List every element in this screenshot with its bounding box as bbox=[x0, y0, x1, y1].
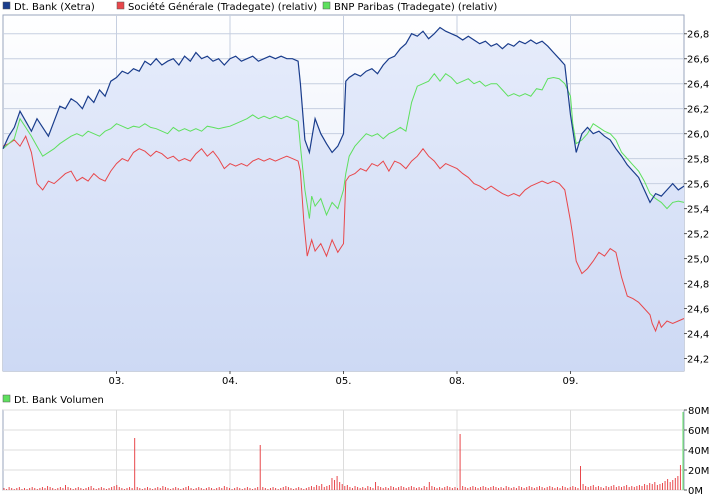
x-tick-label: 08. bbox=[449, 376, 465, 387]
volume-y-tick-label: 20M bbox=[688, 466, 709, 477]
legend-swatch bbox=[116, 1, 125, 10]
y-tick-label: 25,8 bbox=[687, 155, 709, 166]
x-tick-label: 03. bbox=[109, 376, 125, 387]
series-line-bnp-paribas bbox=[2, 72, 685, 219]
y-tick-label: 24,4 bbox=[687, 330, 709, 341]
volume-bars bbox=[3, 412, 684, 490]
dt-bank-area bbox=[3, 27, 684, 371]
legend-swatch bbox=[2, 1, 11, 10]
y-tick-label: 26,6 bbox=[687, 55, 709, 66]
legend-item: Société Générale (Tradegate) (relativ) bbox=[116, 1, 317, 13]
series-line-dt-bank bbox=[2, 26, 685, 204]
y-tick-label: 24,6 bbox=[687, 305, 709, 316]
x-tick-label: 04. bbox=[222, 376, 238, 387]
y-tick-label: 26,2 bbox=[687, 105, 709, 116]
volume-y-tick-label: 0M bbox=[688, 486, 703, 496]
series-line-societe-generale bbox=[2, 135, 685, 333]
main-y-axis: 24,2 24,4 24,6 24,8 25,0 25,2 25,4 25,6 25,8 26,0… bbox=[684, 30, 709, 366]
legend-label: Dt. Bank Volumen bbox=[14, 395, 104, 406]
volume-y-tick-label: 80M bbox=[688, 406, 709, 417]
volume-y-axis: 0M 20M 40M 60M 80M bbox=[684, 406, 709, 497]
y-tick-label: 24,2 bbox=[687, 355, 709, 366]
y-tick-label: 25,2 bbox=[687, 230, 709, 241]
y-tick-label: 26,8 bbox=[687, 30, 709, 41]
x-tick-label: 05. bbox=[336, 376, 352, 387]
y-tick-label: 26,0 bbox=[687, 130, 709, 141]
volume-y-tick-label: 60M bbox=[688, 426, 709, 437]
legend-swatch bbox=[322, 1, 331, 10]
y-tick-label: 24,8 bbox=[687, 280, 709, 291]
legend-swatch bbox=[2, 394, 11, 403]
y-tick-label: 25,0 bbox=[687, 255, 709, 266]
main-x-axis: 03. 04. 05. 08. 09. bbox=[109, 371, 579, 387]
legend-item: Dt. Bank (Xetra) bbox=[2, 1, 95, 13]
legend-label: Dt. Bank (Xetra) bbox=[14, 2, 95, 13]
y-tick-label: 26,4 bbox=[687, 80, 709, 91]
y-tick-label: 25,4 bbox=[687, 205, 709, 216]
y-tick-label: 25,6 bbox=[687, 180, 709, 191]
legend-main: Dt. Bank (Xetra) Société Générale (Tradeg… bbox=[2, 1, 497, 13]
legend-item: BNP Paribas (Tradegate) (relativ) bbox=[322, 1, 497, 13]
legend-label: BNP Paribas (Tradegate) (relativ) bbox=[334, 2, 497, 13]
legend-volume: Dt. Bank Volumen bbox=[2, 394, 104, 406]
volume-y-tick-label: 40M bbox=[688, 446, 709, 457]
x-tick-label: 09. bbox=[563, 376, 579, 387]
legend-label: Société Générale (Tradegate) (relativ) bbox=[128, 1, 317, 13]
